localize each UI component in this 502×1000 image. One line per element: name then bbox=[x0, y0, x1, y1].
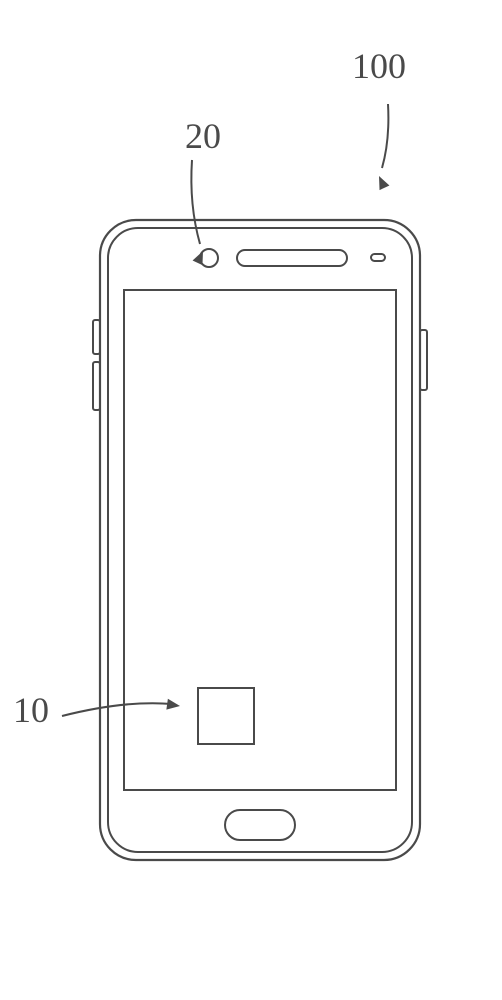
label-20: 20 bbox=[185, 116, 221, 156]
leader-l100 bbox=[382, 104, 388, 168]
diagram-svg: 100 20 10 bbox=[0, 0, 502, 1000]
phone-outer bbox=[100, 220, 420, 860]
leader-arrow-l100 bbox=[379, 176, 389, 190]
label-10: 10 bbox=[13, 690, 49, 730]
label-100: 100 bbox=[352, 46, 406, 86]
